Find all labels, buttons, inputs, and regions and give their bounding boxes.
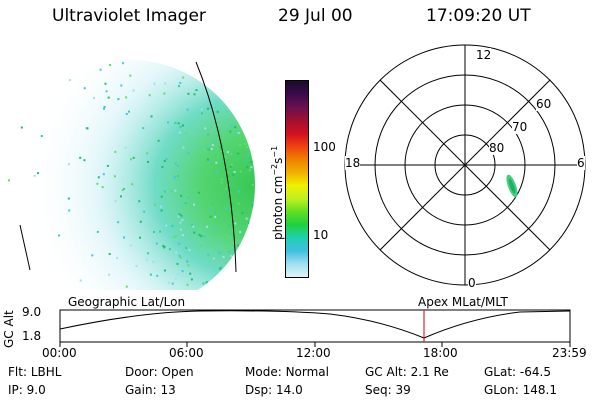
info-dsp: Dsp: 14.0 xyxy=(245,383,303,397)
info-mode: Mode: Normal xyxy=(245,365,329,379)
timeline-ytick-9: 9.0 xyxy=(22,305,42,319)
info-seq: Seq: 39 xyxy=(365,383,411,397)
timeline-xtick-1800: 18:00 xyxy=(423,346,458,360)
info-door: Door: Open xyxy=(125,365,194,379)
polar-lat-60: 60 xyxy=(536,97,552,111)
polar-label-18: 18 xyxy=(345,156,361,170)
app-title: Ultraviolet Imager xyxy=(52,6,206,26)
colorbar-tick-10: 10 xyxy=(313,228,329,242)
info-ip: IP: 9.0 xyxy=(8,383,46,397)
polar-label-6: 6 xyxy=(577,156,585,170)
colorbar-tick-100: 100 xyxy=(313,140,336,154)
info-gcalt: GC Alt: 2.1 Re xyxy=(365,365,449,379)
timeline-xtick-0000: 00:00 xyxy=(42,346,77,360)
timeline-xtick-0600: 06:00 xyxy=(169,346,204,360)
timeline-right-label: Apex MLat/MLT xyxy=(418,295,508,309)
colorbar xyxy=(285,80,309,278)
info-gain: Gain: 13 xyxy=(125,383,176,397)
header-time: 17:09:20 UT xyxy=(426,6,531,26)
timeline-left-label: Geographic Lat/Lon xyxy=(68,295,186,309)
info-flt: Flt: LBHL xyxy=(8,365,62,379)
timeline-ytick-1.8: 1.8 xyxy=(22,329,42,343)
polar-lat-70: 70 xyxy=(512,120,528,134)
polar-label-0: 0 xyxy=(468,276,476,290)
timeline-xtick-1200: 12:00 xyxy=(296,346,331,360)
timeline-xtick-2359: 23:59 xyxy=(552,346,587,360)
header-date: 29 Jul 00 xyxy=(278,6,353,26)
polar-lat-80: 80 xyxy=(489,141,505,155)
info-glat: GLat: -64.5 xyxy=(484,365,551,379)
info-glon: GLon: 148.1 xyxy=(484,383,557,397)
polar-label-12: 12 xyxy=(476,48,492,62)
